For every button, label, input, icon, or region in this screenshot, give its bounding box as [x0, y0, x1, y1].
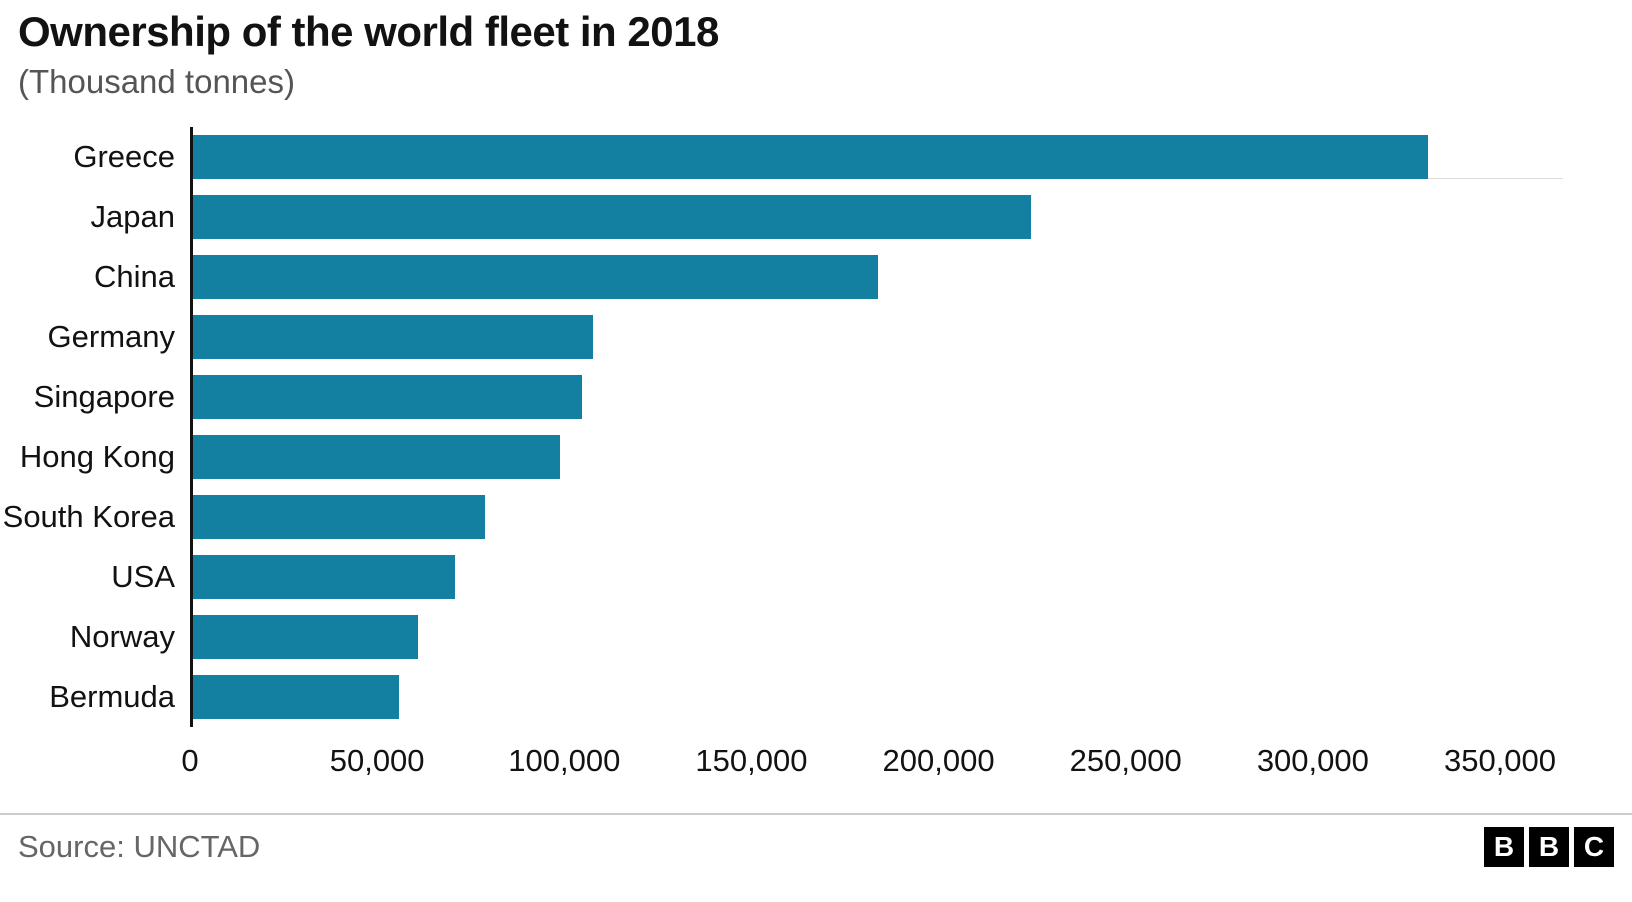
- x-tick-label: 100,000: [508, 742, 621, 778]
- x-tick-label: 350,000: [1443, 742, 1557, 778]
- bar-row: South Korea: [3, 487, 1503, 547]
- bar: [193, 314, 594, 359]
- bar: [193, 674, 399, 719]
- bar-chart: Greece Japan China Germany Singapore Hong Kon…: [0, 126, 1632, 789]
- bar: [193, 494, 485, 539]
- chart-title: Ownership of the world fleet in 2018: [18, 8, 719, 55]
- bar: [193, 134, 1429, 179]
- category-label: Hong Kong: [19, 438, 175, 474]
- bar: [193, 374, 583, 419]
- bar: [193, 614, 418, 659]
- bbc-logo-block: C: [1574, 826, 1614, 867]
- bar-row: Norway: [70, 607, 1503, 667]
- footer-divider: [0, 812, 1632, 815]
- bar-row: Bermuda: [49, 667, 1503, 727]
- bar-row: Japan: [91, 187, 1503, 247]
- bbc-logo: B B C: [1484, 826, 1614, 867]
- x-tick-label: 0: [181, 742, 199, 778]
- x-axis-ticks: 0 50,000 100,000 150,000 200,000 250,000 300,0…: [181, 727, 1556, 789]
- x-tick-label: 250,000: [1069, 742, 1182, 778]
- x-tick-label: 150,000: [695, 742, 808, 778]
- bar: [193, 254, 878, 299]
- x-tick-label: 200,000: [882, 742, 995, 778]
- category-label: Singapore: [33, 378, 175, 414]
- bar: [193, 194, 1032, 239]
- bar-row: USA: [111, 547, 1503, 607]
- category-label: Japan: [90, 198, 175, 234]
- bar-row: Greece: [73, 127, 1503, 187]
- category-label: South Korea: [2, 498, 175, 534]
- category-label: Germany: [47, 318, 175, 354]
- bbc-logo-block: B: [1484, 826, 1524, 867]
- bar: [193, 434, 560, 479]
- category-label: Bermuda: [49, 678, 175, 714]
- bar-row: China: [94, 247, 1503, 307]
- source-label: Source: UNCTAD: [18, 828, 261, 864]
- category-label: Greece: [73, 138, 175, 174]
- bar-row: Germany: [48, 307, 1503, 367]
- category-label: China: [94, 258, 175, 294]
- chart-subtitle: (Thousand tonnes): [18, 63, 296, 101]
- bar-row: Singapore: [34, 367, 1503, 427]
- bar: [193, 554, 455, 599]
- category-label: Norway: [69, 618, 175, 654]
- category-label: USA: [111, 558, 175, 594]
- bbc-logo-block: B: [1529, 826, 1569, 867]
- bar-row: Hong Kong: [20, 427, 1503, 487]
- x-tick-label: 50,000: [329, 742, 425, 778]
- bar-rows: Greece Japan China Germany Singapore Hong Kon…: [3, 126, 1563, 727]
- footer: Source: UNCTAD B B C: [0, 815, 1632, 867]
- x-tick-label: 300,000: [1256, 742, 1369, 778]
